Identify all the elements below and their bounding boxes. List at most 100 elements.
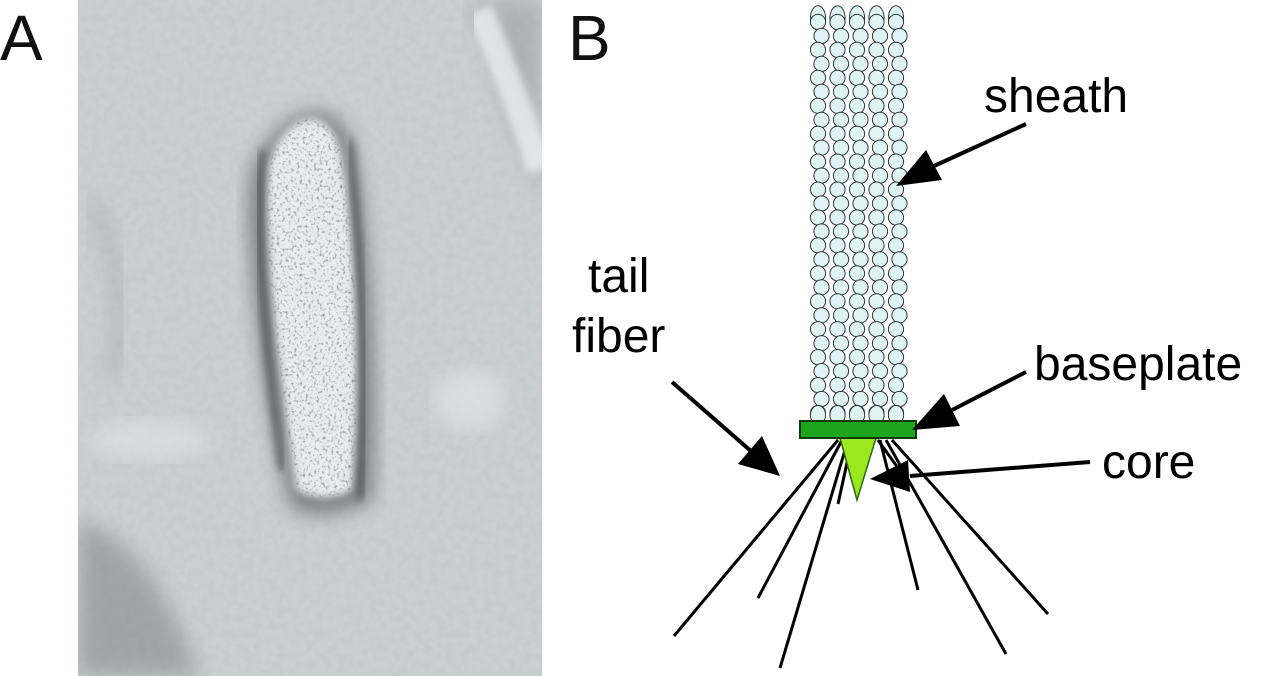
sheath-subunit (813, 111, 830, 128)
sheath-subunit (832, 55, 850, 73)
sheath-subunit (832, 279, 850, 296)
sheath-subunit (852, 223, 869, 240)
baseplate-label: baseplate (1034, 338, 1242, 391)
sheath-subunit (868, 209, 885, 226)
sheath-subunit (813, 139, 830, 156)
sheath-subunit (852, 195, 869, 212)
sheath-subunit (809, 321, 827, 338)
sheath-subunit (887, 321, 905, 338)
sheath-subunit (871, 27, 889, 45)
tail-fiber-arrow (670, 380, 780, 476)
sheath-subunit (868, 321, 885, 338)
tail-fiber-line (672, 439, 840, 637)
panel-b-letter: B (568, 2, 611, 74)
sheath-subunit (829, 153, 846, 170)
sheath-subunit (852, 390, 869, 408)
sheath-subunit (832, 251, 850, 268)
sheath-subunit (891, 111, 908, 128)
sheath-subunit (813, 251, 830, 268)
sheath-subunit (871, 363, 889, 380)
sheath-subunit (852, 139, 869, 156)
sheath-subunit (809, 377, 827, 394)
sheath-subunit (871, 251, 889, 268)
sheath-subunit (829, 237, 846, 254)
electron-micrograph (78, 0, 542, 676)
sheath-subunit (868, 181, 885, 198)
sheath-subunit (887, 209, 905, 226)
sheath-subunit (829, 13, 846, 31)
sheath-subunit (852, 111, 869, 128)
sheath-subunit (809, 97, 827, 114)
sheath-subunit (813, 55, 830, 73)
sheath-subunit (809, 125, 827, 142)
sheath-subunit (832, 223, 850, 240)
sheath-subunit (868, 153, 885, 170)
sheath-subunit (852, 307, 869, 324)
sheath-subunit (848, 13, 866, 31)
sheath-subunit (852, 363, 869, 380)
sheath-subunit (809, 237, 827, 254)
sheath-subunit (848, 153, 866, 170)
sheath-subunit (813, 363, 830, 380)
sheath-subunit (813, 223, 830, 240)
sheath-subunit (809, 293, 827, 310)
sheath-subunit (871, 167, 889, 184)
sheath-subunit (871, 111, 889, 128)
sheath-subunit (848, 181, 866, 198)
fiber-label: fiber (572, 310, 665, 363)
sheath-subunit (813, 390, 830, 408)
sheath-subunit (809, 153, 827, 170)
sheath-subunit (871, 223, 889, 240)
sheath-subunit (848, 321, 866, 338)
sheath-subunit (809, 41, 827, 59)
sheath-subunit (887, 125, 905, 142)
core-arrow (870, 460, 1091, 492)
sheath-subunit (852, 335, 869, 352)
sheath-subunit (832, 335, 850, 352)
sheath-subunit (891, 390, 908, 408)
sheath-label: sheath (984, 70, 1128, 123)
baseplate-arrow (912, 370, 1027, 430)
core-label: core (1102, 436, 1195, 489)
sheath-subunit (887, 293, 905, 310)
sheath-subunit (887, 377, 905, 394)
sheath-subunit (891, 251, 908, 268)
sheath-subunit (891, 363, 908, 380)
sheath-subunit (887, 153, 905, 170)
sheath-subunit (848, 293, 866, 310)
sheath-subunit (848, 41, 866, 59)
sheath-subunit (891, 307, 908, 324)
sheath-subunit (891, 83, 908, 100)
sheath-subunit (809, 209, 827, 226)
sheath-subunit (848, 349, 866, 366)
tail-label: tail (588, 250, 649, 303)
sheath-subunit (813, 27, 830, 45)
sheath-subunit (832, 139, 850, 156)
sheath-subunit (891, 279, 908, 296)
sheath-subunit (891, 139, 908, 156)
sheath-subunit (809, 349, 827, 366)
sheath-subunit (829, 69, 846, 87)
sheath-subunit (832, 111, 850, 128)
sheath-subunit (887, 265, 905, 282)
sheath-subunit (871, 307, 889, 324)
sheath-subunit (891, 195, 908, 212)
panel-a: A (0, 0, 542, 676)
sheath-subunit (813, 335, 830, 352)
sheath-subunit (852, 251, 869, 268)
sheath-subunit (813, 279, 830, 296)
sheath-subunit (871, 335, 889, 352)
sheath-subunit (848, 97, 866, 114)
sheath-subunit (829, 321, 846, 338)
sheath-subunit (868, 13, 885, 31)
sheath-subunit (887, 237, 905, 254)
sheath-subunit (813, 307, 830, 324)
sheath (809, 5, 908, 425)
sheath-subunit (832, 307, 850, 324)
sheath-subunit (809, 181, 827, 198)
sheath-subunit (871, 55, 889, 73)
sheath-subunit (891, 223, 908, 240)
sheath-subunit (809, 69, 827, 87)
sheath-subunit (848, 69, 866, 87)
sheath-subunit (871, 390, 889, 408)
